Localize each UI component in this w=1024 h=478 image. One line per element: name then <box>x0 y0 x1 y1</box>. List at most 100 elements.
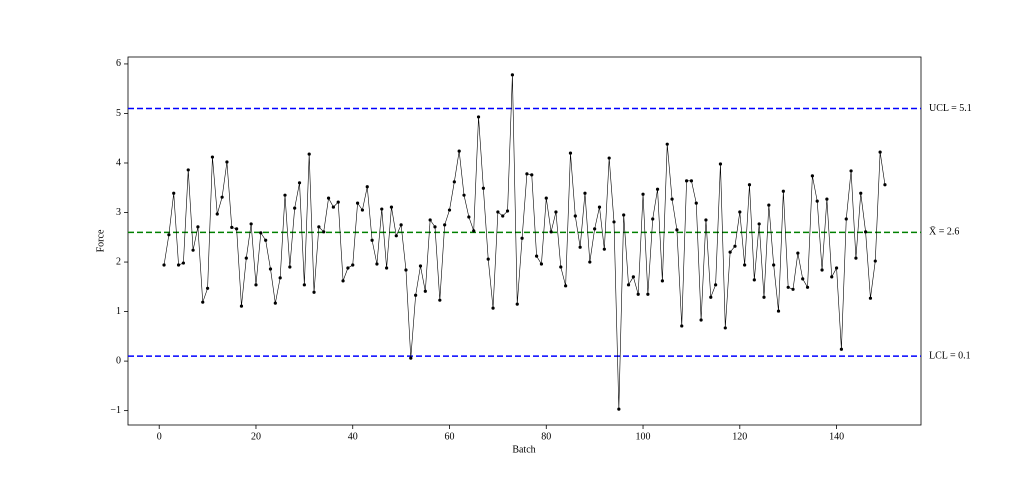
data-point <box>496 210 500 214</box>
x-tick-label: 80 <box>541 431 551 442</box>
data-point <box>607 156 611 160</box>
data-point <box>293 206 297 210</box>
data-point <box>288 265 292 269</box>
data-point <box>191 248 195 252</box>
data-point <box>297 181 302 185</box>
data-point <box>805 285 810 289</box>
data-point <box>394 234 398 238</box>
data-point <box>239 304 244 308</box>
data-point <box>675 228 679 232</box>
data-point <box>728 250 732 254</box>
y-tick-label: 5 <box>116 108 121 119</box>
data-point <box>762 295 766 299</box>
data-point <box>559 265 563 269</box>
y-axis-label: Force <box>95 229 106 252</box>
data-point <box>738 210 742 214</box>
data-point <box>820 268 824 272</box>
data-point <box>530 173 534 177</box>
data-point <box>718 162 723 166</box>
data-point <box>389 205 394 209</box>
y-tick-label: 4 <box>116 157 121 168</box>
data-point <box>467 215 471 219</box>
data-point <box>181 261 185 265</box>
data-point <box>733 244 737 248</box>
data-point <box>176 263 181 267</box>
data-point <box>302 283 306 287</box>
data-point <box>810 174 814 178</box>
data-point <box>491 306 495 310</box>
data-point <box>854 256 858 260</box>
data-point <box>752 278 756 282</box>
data-point <box>418 264 423 268</box>
data-point <box>312 290 316 294</box>
data-point <box>781 189 785 193</box>
x-axis-label: Batch <box>512 444 535 455</box>
data-point <box>597 205 602 209</box>
data-point <box>583 191 587 195</box>
data-point <box>815 199 819 203</box>
data-point <box>278 276 282 280</box>
data-point <box>626 283 631 287</box>
x-tick-label: 0 <box>157 431 162 442</box>
data-point <box>510 73 515 77</box>
data-point <box>443 223 447 227</box>
data-point <box>791 287 795 291</box>
y-tick-label: 3 <box>116 207 121 218</box>
data-point <box>588 260 592 264</box>
data-point <box>593 227 597 231</box>
data-point <box>757 222 761 226</box>
data-point <box>830 275 834 279</box>
y-tick-label: 2 <box>116 256 121 267</box>
data-point <box>801 277 805 281</box>
data-point <box>505 209 510 213</box>
data-point <box>694 201 698 205</box>
data-point <box>375 262 379 266</box>
control-line-label: X̄ = 2.6 <box>929 226 959 238</box>
data-point <box>380 207 384 211</box>
data-point <box>612 220 616 224</box>
data-point <box>699 318 703 322</box>
data-point <box>651 217 655 221</box>
data-point <box>264 238 268 242</box>
x-tick-label: 20 <box>251 431 261 442</box>
data-point <box>215 212 219 216</box>
data-point <box>452 180 456 184</box>
plot-frame <box>127 56 922 426</box>
data-point <box>186 168 190 172</box>
data-point <box>220 195 224 199</box>
data-point <box>322 230 326 234</box>
data-point <box>680 324 684 328</box>
y-tick-label: 6 <box>116 58 121 69</box>
data-point <box>355 201 360 205</box>
data-point <box>341 279 345 283</box>
data-point <box>849 169 853 173</box>
data-point <box>772 263 776 267</box>
control-line-label: LCL = 0.1 <box>929 350 971 361</box>
data-point <box>747 183 752 187</box>
control-line-label: UCL = 5.1 <box>929 103 972 114</box>
data-point <box>878 150 882 154</box>
data-point <box>399 223 403 227</box>
x-tick-label: 60 <box>445 431 455 442</box>
data-point <box>167 233 171 237</box>
x-tick-label: 120 <box>732 431 747 442</box>
data-point <box>520 236 524 240</box>
data-point <box>544 196 548 200</box>
data-point <box>244 256 248 260</box>
data-point <box>825 197 829 201</box>
data-point <box>414 293 418 297</box>
data-point <box>351 263 355 267</box>
data-point <box>602 247 606 251</box>
data-point <box>307 152 311 156</box>
data-point <box>844 217 848 221</box>
data-point <box>714 283 718 287</box>
data-point <box>259 231 263 235</box>
data-point <box>631 275 635 279</box>
data-point <box>249 222 253 226</box>
data-point <box>346 266 350 270</box>
data-point <box>331 205 335 209</box>
data-point <box>205 286 210 290</box>
data-point <box>564 284 568 288</box>
data-point <box>409 356 413 360</box>
data-point <box>457 149 461 153</box>
